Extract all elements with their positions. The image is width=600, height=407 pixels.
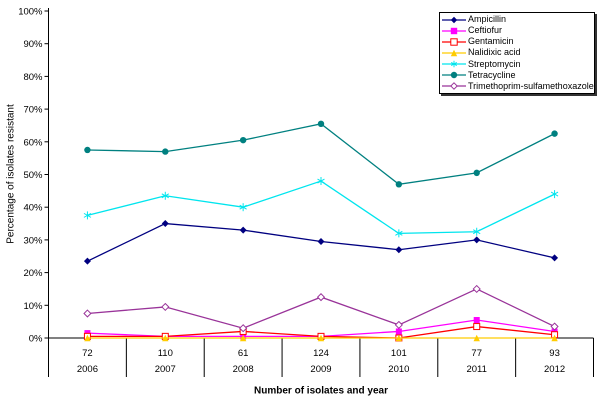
legend-label: Gentamicin bbox=[468, 36, 514, 47]
series-nalidixic-acid bbox=[84, 334, 558, 342]
legend: Ampicillin Ceftiofur Gentamicin Nalidixic a… bbox=[439, 12, 595, 94]
series-trimethoprim-sulfamethoxazole bbox=[83, 284, 559, 333]
svg-text:80%: 80% bbox=[23, 72, 43, 83]
svg-text:124: 124 bbox=[313, 348, 329, 359]
svg-text:77: 77 bbox=[471, 348, 482, 359]
legend-label: Ceftiofur bbox=[468, 25, 503, 36]
legend-marker-icon bbox=[442, 16, 466, 23]
legend-marker-icon bbox=[442, 49, 466, 57]
legend-marker-icon bbox=[442, 72, 466, 79]
svg-text:101: 101 bbox=[391, 348, 407, 359]
legend-item: Gentamicin bbox=[442, 37, 594, 47]
svg-text:90%: 90% bbox=[23, 39, 43, 50]
svg-text:0%: 0% bbox=[29, 334, 43, 345]
legend-marker-icon bbox=[442, 27, 466, 34]
legend-label: Trimethoprim-sulfamethoxazole bbox=[468, 80, 594, 91]
svg-text:2009: 2009 bbox=[310, 364, 331, 375]
legend-marker-icon bbox=[442, 60, 466, 68]
svg-text:2006: 2006 bbox=[77, 364, 98, 375]
svg-text:30%: 30% bbox=[23, 235, 43, 246]
legend-item: Tetracycline bbox=[442, 70, 594, 80]
series-ampicillin bbox=[83, 220, 559, 265]
svg-text:2010: 2010 bbox=[388, 364, 409, 375]
series-streptomycin bbox=[83, 177, 559, 238]
series-tetracycline bbox=[84, 120, 558, 188]
svg-text:2007: 2007 bbox=[155, 364, 176, 375]
y-axis-title: Percentage of isolates resistant bbox=[5, 104, 17, 244]
svg-text:20%: 20% bbox=[23, 268, 43, 279]
svg-text:110: 110 bbox=[158, 348, 173, 359]
svg-text:100%: 100% bbox=[18, 7, 43, 18]
svg-text:10%: 10% bbox=[23, 301, 43, 312]
svg-text:2011: 2011 bbox=[466, 364, 486, 375]
legend-item: Ceftiofur bbox=[442, 26, 594, 36]
svg-text:50%: 50% bbox=[23, 170, 43, 181]
svg-text:60%: 60% bbox=[23, 137, 43, 148]
svg-text:61: 61 bbox=[238, 348, 249, 359]
legend-item: Ampicillin bbox=[442, 15, 594, 25]
legend-label: Nalidixic acid bbox=[468, 47, 521, 58]
legend-item: Streptomycin bbox=[442, 59, 594, 69]
svg-text:72: 72 bbox=[82, 348, 93, 359]
legend-item: Nalidixic acid bbox=[442, 48, 594, 58]
x-axis-title: Number of isolates and year bbox=[254, 385, 388, 397]
legend-marker-icon bbox=[442, 38, 466, 46]
legend-item: Trimethoprim-sulfamethoxazole bbox=[442, 81, 594, 91]
svg-text:40%: 40% bbox=[23, 203, 43, 214]
svg-text:70%: 70% bbox=[23, 105, 43, 116]
legend-marker-icon bbox=[442, 82, 466, 91]
legend-label: Streptomycin bbox=[468, 58, 521, 69]
legend-label: Tetracycline bbox=[468, 69, 516, 80]
legend-label: Ampicillin bbox=[468, 14, 507, 25]
svg-text:2008: 2008 bbox=[233, 364, 254, 375]
svg-text:93: 93 bbox=[549, 348, 560, 359]
svg-text:2012: 2012 bbox=[544, 364, 565, 375]
